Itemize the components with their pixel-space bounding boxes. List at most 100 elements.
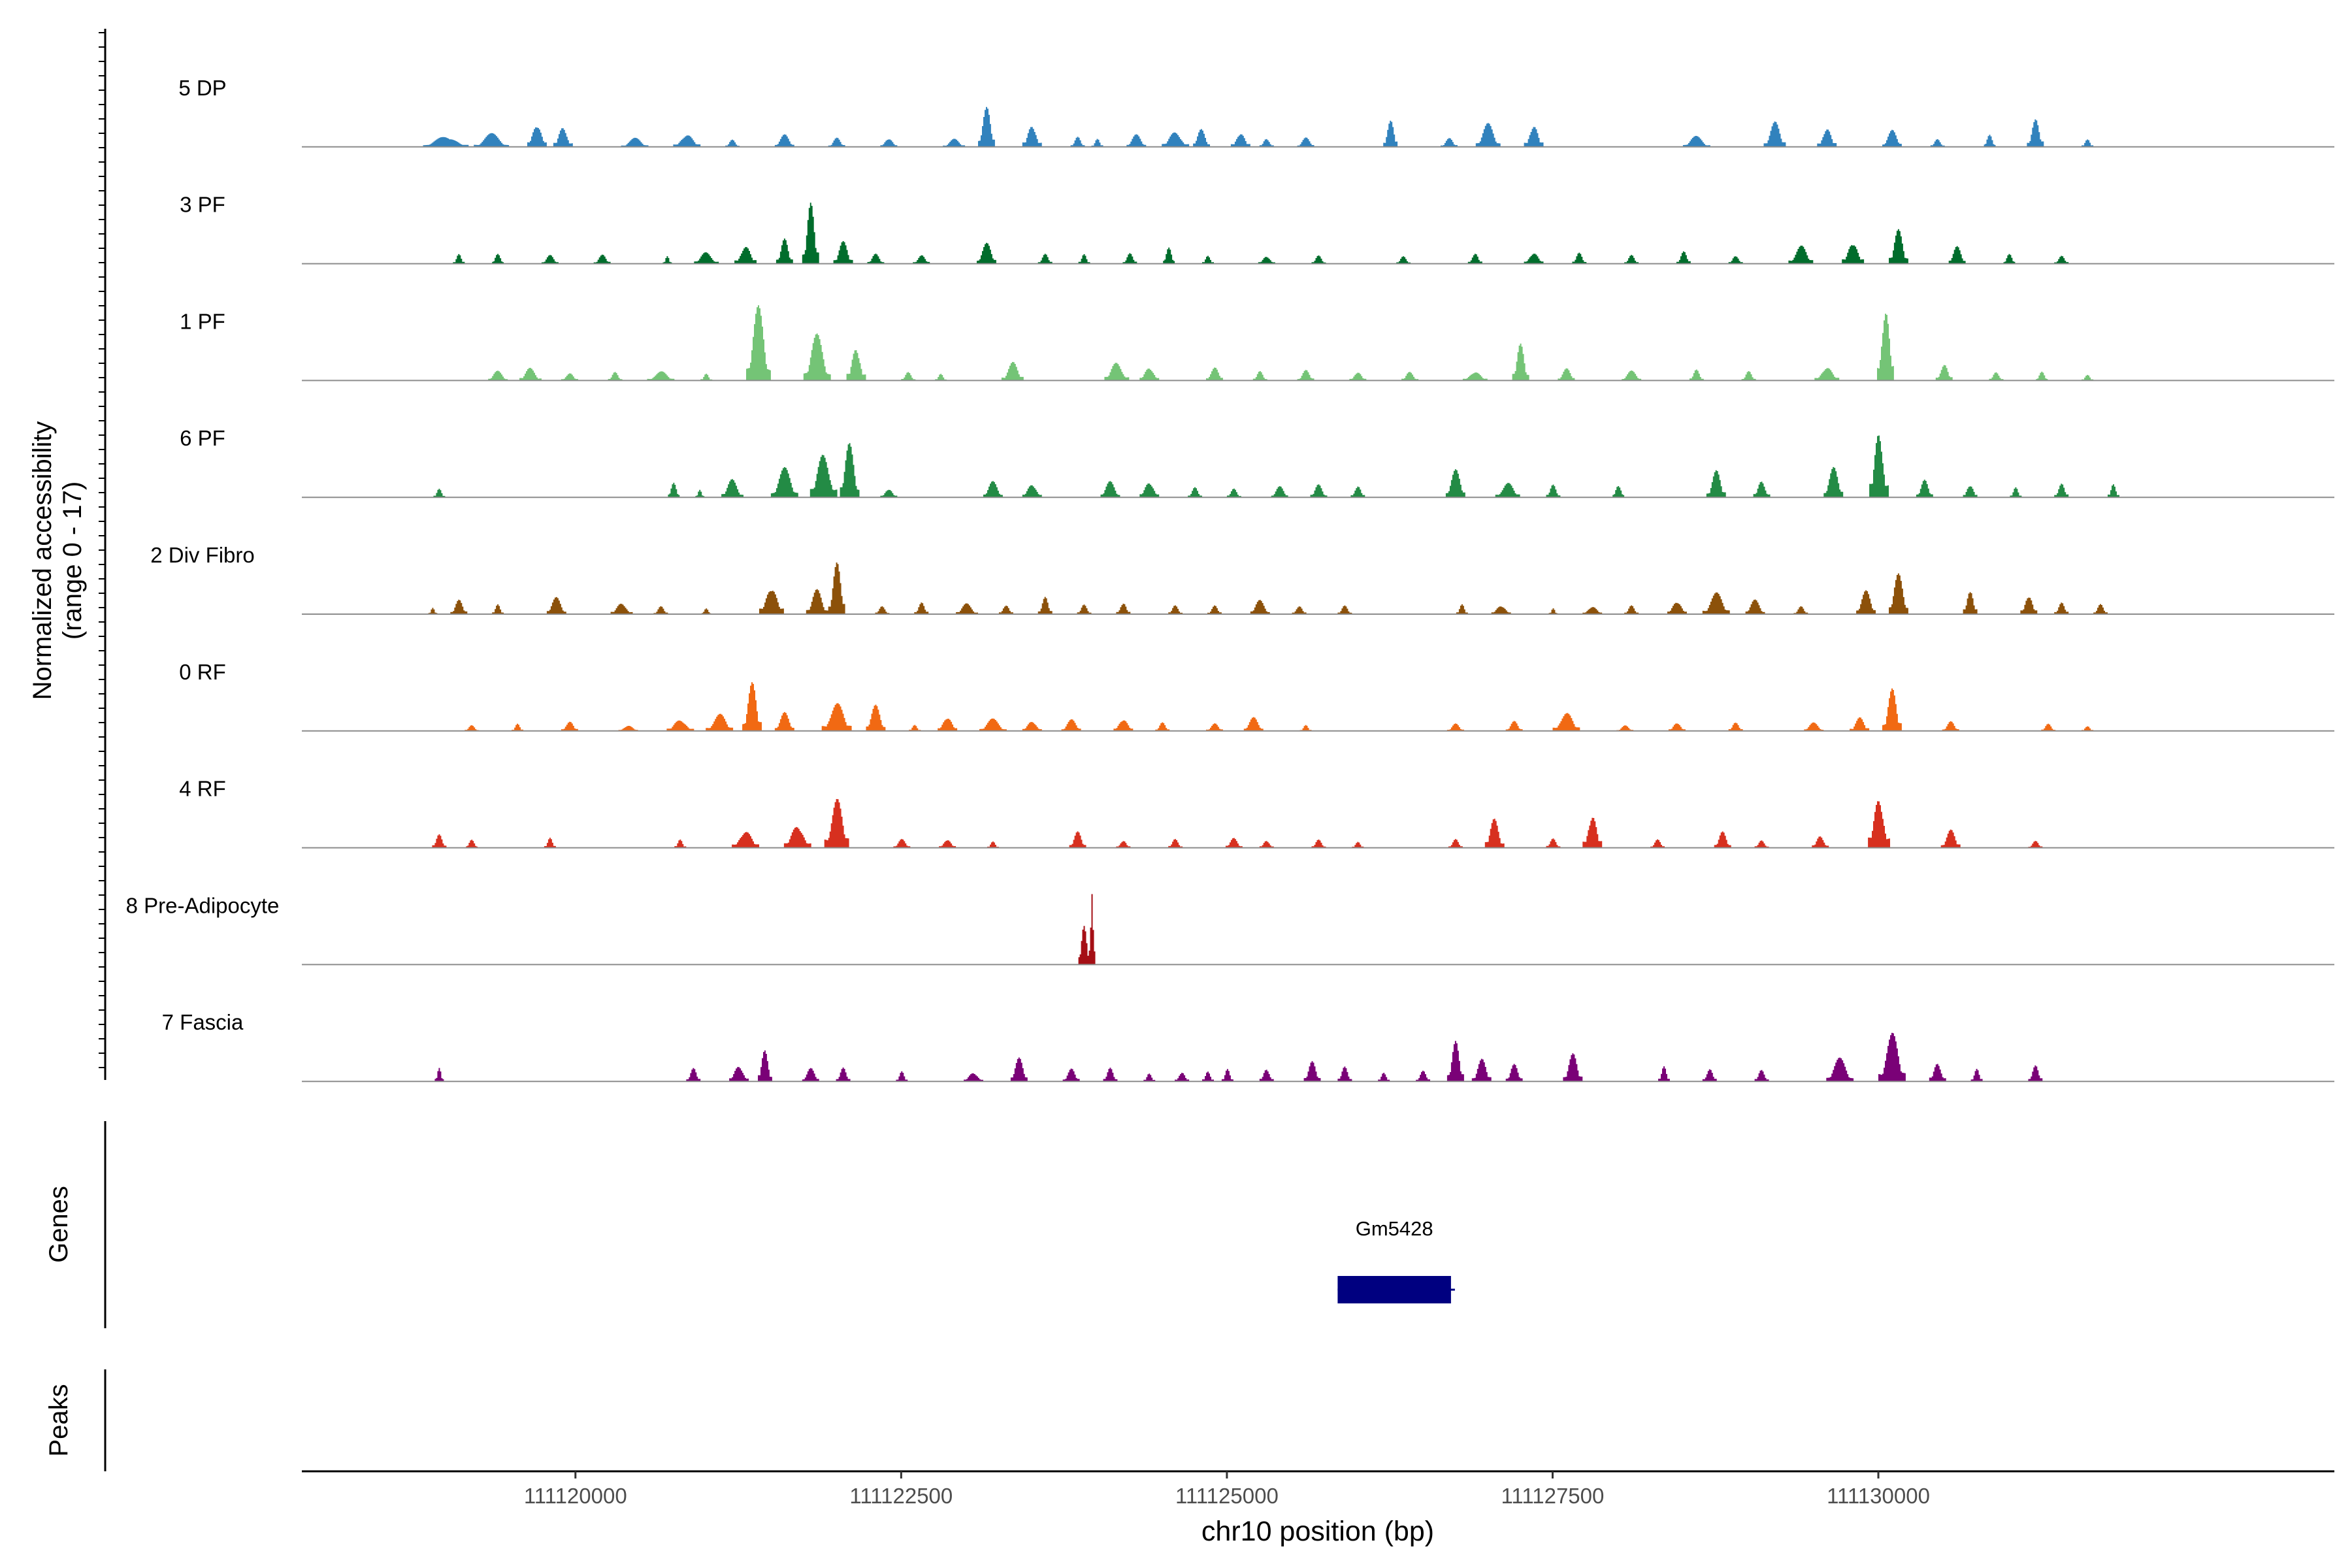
coverage-peak [1206, 723, 1223, 731]
track-label: 7 Fascia [162, 1010, 244, 1034]
track-2-div-fibro: 2 Div Fibro [150, 543, 2334, 615]
coverage-peak [1935, 365, 1953, 381]
coverage-peak [1869, 435, 1889, 498]
coverage-peak [1445, 469, 1465, 498]
coverage-peak [1162, 132, 1190, 147]
coverage-peak [2108, 484, 2119, 498]
coverage-peak [541, 255, 559, 264]
x-tick-label: 111127500 [1501, 1484, 1605, 1508]
coverage-peak [1658, 1066, 1670, 1082]
coverage-peak [1989, 372, 2004, 381]
coverage-peak [1714, 831, 1731, 848]
coverage-peak [1337, 1066, 1352, 1082]
coverage-peak [1524, 127, 1544, 147]
coverage-peak [553, 128, 573, 147]
coverage-peak [1116, 604, 1131, 614]
coverage-peak [706, 713, 734, 731]
coverage-peak [734, 247, 757, 264]
coverage-peak [1163, 247, 1175, 264]
coverage-peak [432, 834, 447, 848]
coverage-peak [1702, 592, 1730, 614]
coverage-peak [1259, 1070, 1274, 1082]
coverage-peak [1456, 604, 1468, 614]
coverage-peak [1337, 605, 1352, 614]
coverage-peak [1817, 129, 1837, 147]
coverage-peak [721, 479, 743, 498]
coverage-peak [621, 137, 649, 147]
coverage-peak [746, 305, 771, 381]
coverage-peak [1168, 605, 1183, 614]
coverage-peak [1069, 831, 1086, 848]
coverage-peak [729, 1067, 749, 1082]
coverage-peak [1842, 245, 1865, 264]
coverage-peak [1512, 343, 1529, 381]
coverage-peak [774, 711, 794, 731]
track-3-pf: 3 PF [180, 193, 2334, 265]
coverage-peak [1929, 1064, 1946, 1082]
coverage-peak [1401, 372, 1419, 381]
coverage-peak [1078, 254, 1090, 264]
coverage-peak [803, 333, 831, 381]
coverage-peak [2028, 1065, 2043, 1082]
coverage-peak [1930, 139, 1945, 147]
track-label: 2 Div Fibro [150, 543, 255, 567]
coverage-peak [1676, 251, 1691, 264]
coverage-peak [774, 134, 794, 147]
coverage-peak [1702, 1069, 1717, 1082]
coverage-peak [758, 1050, 772, 1082]
coverage-peak [1804, 722, 1824, 731]
coverage-peak [978, 106, 995, 147]
coverage-peak [939, 840, 956, 848]
coverage-peak [1524, 253, 1544, 264]
coverage-peak [2054, 483, 2069, 498]
coverage-peak [2054, 255, 2069, 264]
coverage-peak [700, 374, 713, 381]
coverage-peak [1754, 1070, 1769, 1082]
coverage-peak [1168, 839, 1183, 848]
coverage-y-ticks [99, 32, 105, 1068]
coverage-peak [2082, 726, 2094, 731]
x-tick-label: 111120000 [524, 1484, 627, 1508]
x-tick-label: 111122500 [849, 1484, 953, 1508]
coverage-peak [2028, 841, 2043, 848]
coverage-peak [1252, 371, 1267, 381]
coverage-peak [1889, 229, 1908, 264]
coverage-peak [1100, 481, 1120, 498]
coverage-tracks: 5 DP 3 PF 1 PF 6 PF 2 Div Fibro 0 RF 4 RF 8 Pre… [126, 76, 2334, 1083]
coverage-peak [428, 608, 438, 614]
coverage-peak [1475, 123, 1501, 147]
coverage-peak [802, 203, 819, 264]
coverage-peak [1616, 725, 1634, 731]
coverage-peak [896, 1071, 908, 1082]
coverage-peak [759, 591, 784, 614]
coverage-peak [1484, 819, 1505, 848]
peaks-panel-label: Peaks [44, 1384, 73, 1456]
coverage-peak [1116, 841, 1131, 848]
coverage-peak [1882, 688, 1902, 731]
gene-label: Gm5428 [1356, 1217, 1433, 1240]
coverage-peak [453, 253, 465, 264]
coverage-peak [1226, 488, 1241, 498]
coverage-peak [433, 489, 446, 498]
coverage-peak [1126, 134, 1147, 147]
coverage-peak [1963, 592, 1978, 614]
coverage-peak [1868, 801, 1890, 848]
coverage-peak [434, 1068, 444, 1082]
coverage-peak [1940, 829, 1961, 848]
coverage-peak [821, 703, 852, 731]
coverage-peak [1221, 1069, 1233, 1082]
track-6-pf: 6 PF [180, 426, 2334, 498]
coverage-peak [1122, 253, 1137, 264]
coverage-peak [875, 606, 890, 614]
coverage-peak [1548, 608, 1558, 614]
coverage-peak [956, 603, 978, 614]
coverage-peak [1297, 370, 1315, 381]
coverage-peak [1258, 257, 1275, 264]
coverage-peak [662, 256, 672, 264]
coverage-peak [1582, 817, 1603, 848]
track-label: 4 RF [179, 777, 226, 801]
coverage-peak [653, 606, 668, 614]
coverage-peak [938, 719, 958, 731]
coverage-peak [593, 254, 611, 264]
